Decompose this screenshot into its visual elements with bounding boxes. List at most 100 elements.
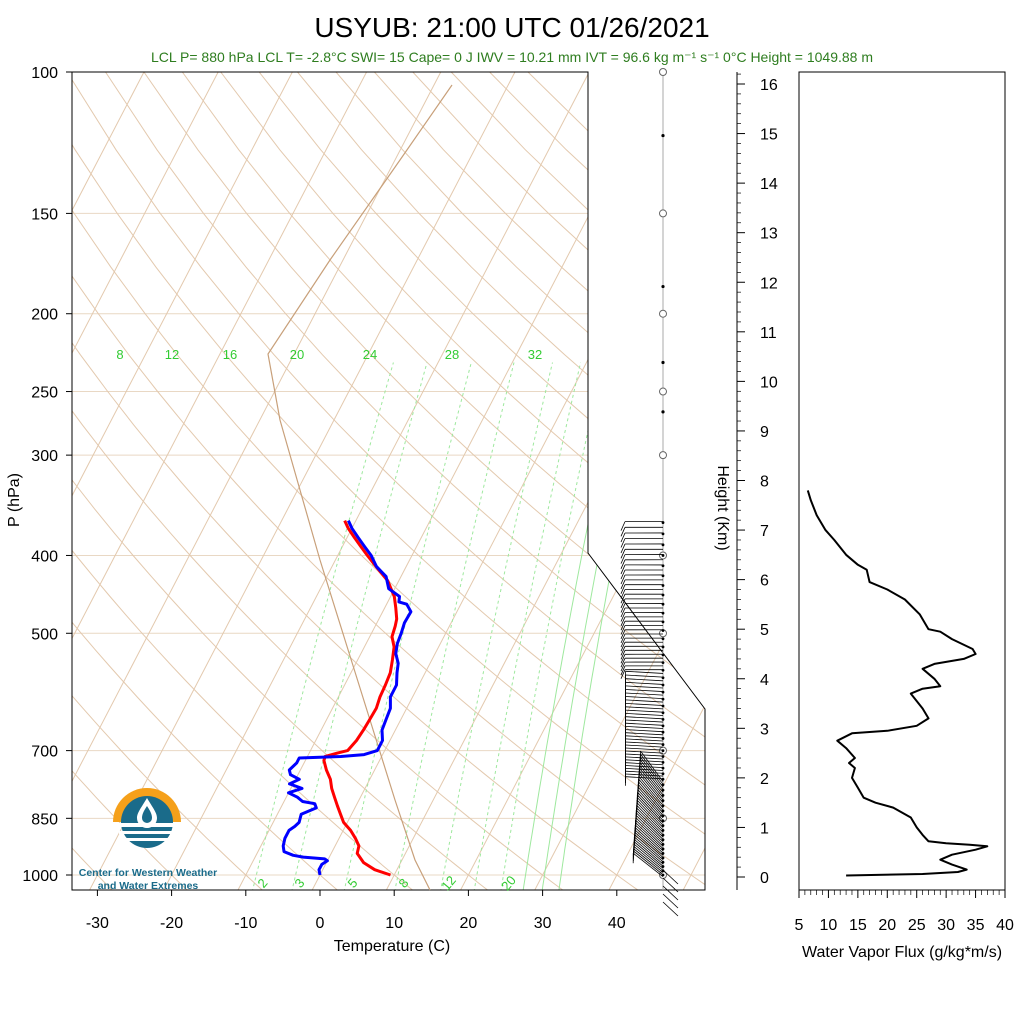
wind-barb xyxy=(625,726,664,729)
wind-barb xyxy=(625,776,664,780)
wind-barb xyxy=(633,850,664,875)
isotherm-lines xyxy=(72,72,705,890)
mixing-ratio-line xyxy=(291,362,428,890)
height-tick-label: 9 xyxy=(760,424,769,441)
mixing-ratio-label: 12 xyxy=(165,347,179,362)
mixing-ratio-lines xyxy=(251,362,652,890)
wind-barb-feather xyxy=(620,633,626,644)
wind-barb xyxy=(625,670,664,674)
mixing-ratio-label-bottom: 8 xyxy=(395,876,411,891)
wind-barb-feather xyxy=(620,589,626,599)
staff-dot-marker xyxy=(661,410,665,414)
wind-barb-feather xyxy=(620,521,626,531)
dry-adiabat-line xyxy=(72,72,705,890)
height-tick-label: 1 xyxy=(760,820,769,837)
dry-adiabat-line xyxy=(72,72,705,890)
flux-tick-label: 30 xyxy=(937,917,955,934)
skewt-frame xyxy=(71,71,706,891)
temperature-tick-label: 0 xyxy=(316,915,325,932)
dry-adiabat-line xyxy=(220,72,705,890)
temperature-tick-label: -20 xyxy=(160,915,183,932)
wind-barb-feather xyxy=(620,594,626,604)
height-tick-label: 3 xyxy=(760,721,769,738)
temperature-tick-label: 10 xyxy=(385,915,403,932)
wind-barb xyxy=(634,831,664,858)
height-tick-label: 6 xyxy=(760,573,769,590)
dry-adiabat-line xyxy=(72,72,340,890)
height-tick-label: 14 xyxy=(760,176,778,193)
wind-barb xyxy=(625,685,664,689)
wind-barb xyxy=(625,744,664,748)
wind-barb xyxy=(634,829,664,856)
dry-adiabat-line xyxy=(72,72,190,890)
height-tick-label: 12 xyxy=(760,275,778,292)
wind-barb-feather xyxy=(620,669,626,679)
wind-barb xyxy=(638,775,664,806)
dry-adiabat-line xyxy=(72,72,705,890)
height-tick-label: 16 xyxy=(760,77,778,94)
pressure-tick-label: 200 xyxy=(31,307,58,324)
mixing-ratio-label: 32 xyxy=(528,347,542,362)
wind-barb xyxy=(639,762,664,793)
staff-dot-marker xyxy=(661,772,665,776)
cw3e-logo: Center for Western Weather and Water Ext… xyxy=(79,788,217,892)
height-tick-label: 13 xyxy=(760,226,778,243)
logo-text-line1: Center for Western Weather xyxy=(79,867,217,879)
logo-text-line2: and Water Extremes xyxy=(98,880,199,892)
wind-barb xyxy=(634,824,664,852)
wind-barb xyxy=(625,681,664,685)
wind-barb xyxy=(625,770,664,774)
wind-barb-feather xyxy=(620,612,626,622)
dry-adiabat-line xyxy=(143,72,705,890)
wind-barb xyxy=(625,706,664,710)
staff-dot-marker xyxy=(661,284,665,289)
wind-barb xyxy=(625,738,664,742)
pressure-axis-label: P (hPa) xyxy=(6,473,23,527)
wind-barb-feather xyxy=(620,650,626,660)
wind-barb xyxy=(639,764,664,796)
wind-barb xyxy=(635,819,664,847)
wind-barb xyxy=(635,809,664,838)
wind-barb-feather xyxy=(620,574,626,585)
wind-barb xyxy=(640,750,664,782)
temperature-tick-label: -30 xyxy=(86,915,109,932)
flux-tick-label: 15 xyxy=(849,917,867,934)
pressure-tick-label: 850 xyxy=(31,811,58,828)
wind-barb-feather xyxy=(620,584,626,594)
mixing-ratio-line xyxy=(500,362,604,890)
wind-barb-feather xyxy=(620,598,626,609)
flux-tick-label: 5 xyxy=(795,917,804,934)
wind-barb xyxy=(625,729,664,733)
mixing-ratio-line xyxy=(558,362,652,890)
isotherm-line xyxy=(88,72,516,890)
wind-barb xyxy=(634,834,664,860)
height-tick-label: 0 xyxy=(760,870,769,887)
height-tick-label: 11 xyxy=(760,325,777,342)
pressure-tick-label: 250 xyxy=(31,385,58,402)
staff-dot-marker xyxy=(661,743,665,746)
wind-barb xyxy=(633,841,664,867)
wind-barb xyxy=(633,838,664,865)
wind-barb xyxy=(625,719,664,723)
isotherm-line xyxy=(533,72,705,890)
staff-circle-marker xyxy=(659,387,667,396)
wind-barb-feather xyxy=(620,625,626,635)
logo-wave-icon-2 xyxy=(119,831,175,834)
wind-barb xyxy=(639,759,664,790)
staff-dot-marker xyxy=(661,760,665,764)
wind-barb xyxy=(638,767,664,798)
pressure-tick-label: 300 xyxy=(31,448,58,465)
flux-axis-label: Water Vapor Flux (g/kg*m/s) xyxy=(802,944,1002,961)
mixing-ratio-label: 20 xyxy=(290,347,304,362)
dry-adiabat-line xyxy=(335,72,705,890)
wind-barb-feather xyxy=(620,629,626,639)
dry-adiabat-line xyxy=(72,72,641,890)
wind-barb-feather xyxy=(620,527,626,537)
staff-circle-marker xyxy=(659,451,667,460)
wind-barb-feather xyxy=(620,621,626,631)
isobar-lines xyxy=(72,72,705,876)
mixing-ratio-label-bottom: 2 xyxy=(254,876,270,891)
mixing-ratio-line xyxy=(522,362,622,890)
wind-barb xyxy=(625,732,664,736)
wind-barb xyxy=(625,689,664,692)
